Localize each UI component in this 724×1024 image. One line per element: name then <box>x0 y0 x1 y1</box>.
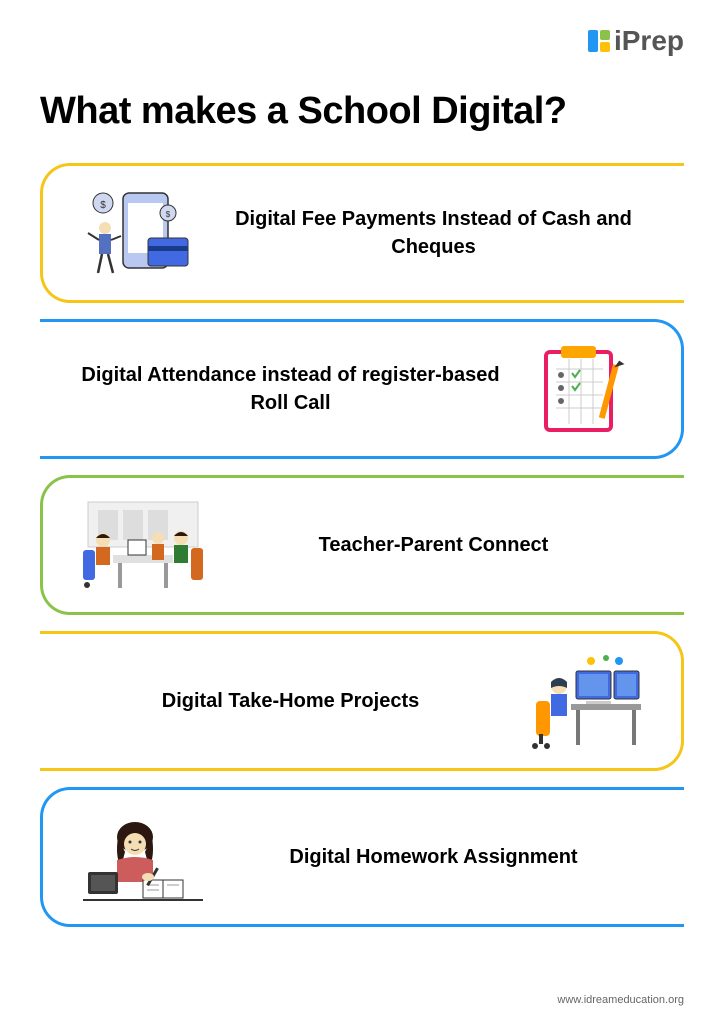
homework-illustration <box>73 802 213 912</box>
footer-url: www.idreameducation.org <box>557 994 684 1006</box>
cards-list: $ $ Digital Fee Payments Instead of Cash… <box>40 163 684 927</box>
card-4: Digital Homework Assignment <box>40 787 684 927</box>
payment-illustration: $ $ <box>73 178 213 288</box>
svg-text:$: $ <box>100 200 106 211</box>
card-text-3: Digital Take-Home Projects <box>70 687 511 715</box>
svg-text:$: $ <box>166 210 171 219</box>
logo: iPrep <box>588 25 684 57</box>
logo-text: iPrep <box>614 25 684 57</box>
page-title: What makes a School Digital? <box>40 90 684 133</box>
logo-icon <box>588 30 610 52</box>
meeting-illustration <box>73 490 213 600</box>
logo-square-1 <box>588 30 598 52</box>
logo-square-3 <box>600 42 610 52</box>
card-text-0: Digital Fee Payments Instead of Cash and… <box>213 205 654 261</box>
logo-square-2 <box>600 30 610 40</box>
card-3: Digital Take-Home Projects <box>40 631 684 771</box>
card-2: Teacher-Parent Connect <box>40 475 684 615</box>
card-text-4: Digital Homework Assignment <box>213 843 654 871</box>
computer-illustration <box>511 646 651 756</box>
card-text-2: Teacher-Parent Connect <box>213 531 654 559</box>
card-1: Digital Attendance instead of register-b… <box>40 319 684 459</box>
card-0: $ $ Digital Fee Payments Instead of Cash… <box>40 163 684 303</box>
card-text-1: Digital Attendance instead of register-b… <box>70 361 511 417</box>
attendance-illustration <box>511 334 651 444</box>
